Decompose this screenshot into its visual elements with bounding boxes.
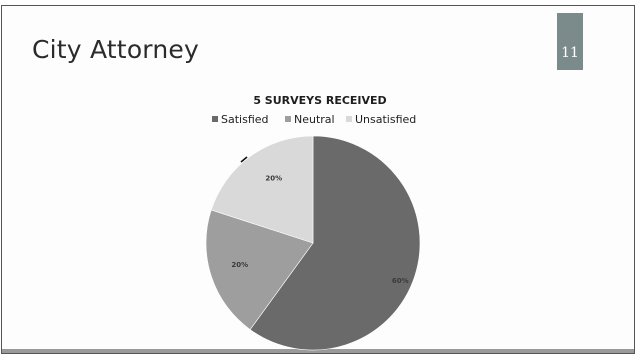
- legend-label-neutral: Neutral: [294, 113, 335, 126]
- pie-slices: [205, 135, 421, 351]
- leader-line: [240, 156, 248, 163]
- data-label-unsatisfied: 20%: [265, 175, 282, 183]
- legend-label-unsatisfied: Unsatisfied: [355, 113, 416, 126]
- page-number-badge: 11: [557, 13, 583, 70]
- pie-data-labels: 60% 20% 20%: [231, 175, 408, 285]
- bottom-bar: [2, 349, 634, 353]
- legend-swatch-neutral: [285, 116, 291, 122]
- slide-title: City Attorney: [32, 35, 199, 64]
- legend-label-satisfied: Satisfied: [221, 113, 269, 126]
- pie-slice-neutral: [205, 209, 314, 330]
- data-label-neutral: 20%: [231, 261, 248, 269]
- page-number: 11: [561, 44, 579, 61]
- chart-title: 5 SURVEYS RECEIVED: [253, 94, 386, 107]
- legend-swatch-satisfied: [212, 116, 218, 122]
- pie-slice-satisfied: [249, 135, 421, 351]
- chart-legend: Satisfied Neutral Unsatisfied: [212, 113, 416, 126]
- data-label-satisfied: 60%: [392, 277, 409, 285]
- legend-swatch-unsatisfied: [346, 116, 352, 122]
- pie-slice-unsatisfied: [210, 135, 314, 244]
